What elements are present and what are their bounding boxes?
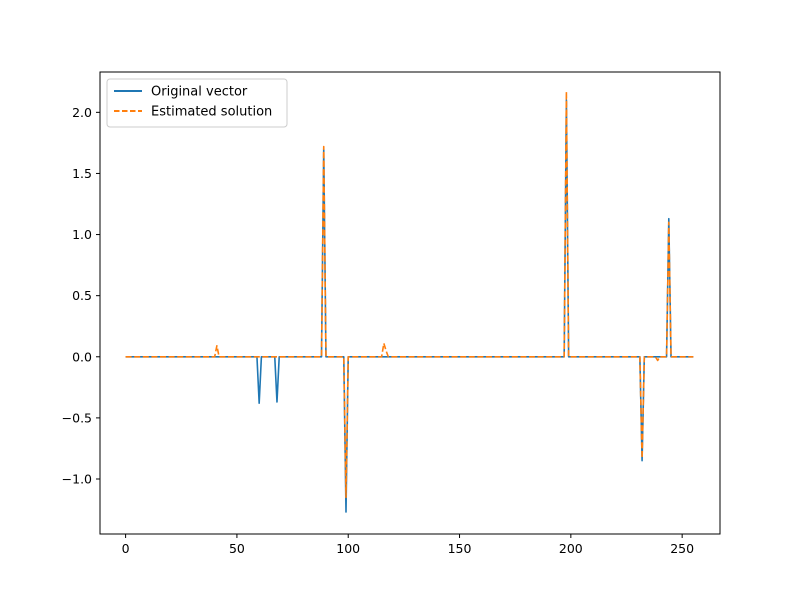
y-tick-label: 1.5 — [72, 166, 92, 181]
x-tick-label: 100 — [336, 541, 360, 556]
y-tick-label: 2.0 — [72, 105, 92, 120]
legend-label-estimated: Estimated solution — [151, 105, 272, 120]
x-tick-label: 150 — [448, 541, 472, 556]
plot-frame — [99, 71, 721, 535]
x-tick-label: 250 — [670, 541, 694, 556]
x-tick-label: 0 — [122, 541, 130, 556]
x-tick-label: 50 — [229, 541, 245, 556]
x-tick-label: 200 — [559, 541, 583, 556]
y-tick-label: 1.0 — [72, 227, 92, 242]
legend: Original vector Estimated solution — [106, 78, 288, 128]
plot-area — [100, 72, 720, 534]
y-axis: −1.0 −0.5 0.0 0.5 1.0 1.5 2.0 — [62, 105, 100, 487]
series-layer — [125, 90, 694, 513]
series-line-estimated — [125, 90, 694, 499]
y-tick-label: −0.5 — [62, 410, 92, 425]
x-axis: 0 50 100 150 200 250 — [122, 534, 694, 556]
y-tick-label: −1.0 — [62, 472, 92, 487]
y-tick-label: 0.0 — [72, 349, 92, 364]
legend-box — [106, 78, 288, 128]
y-tick-label: 0.5 — [72, 288, 92, 303]
legend-label-original: Original vector — [151, 85, 248, 100]
